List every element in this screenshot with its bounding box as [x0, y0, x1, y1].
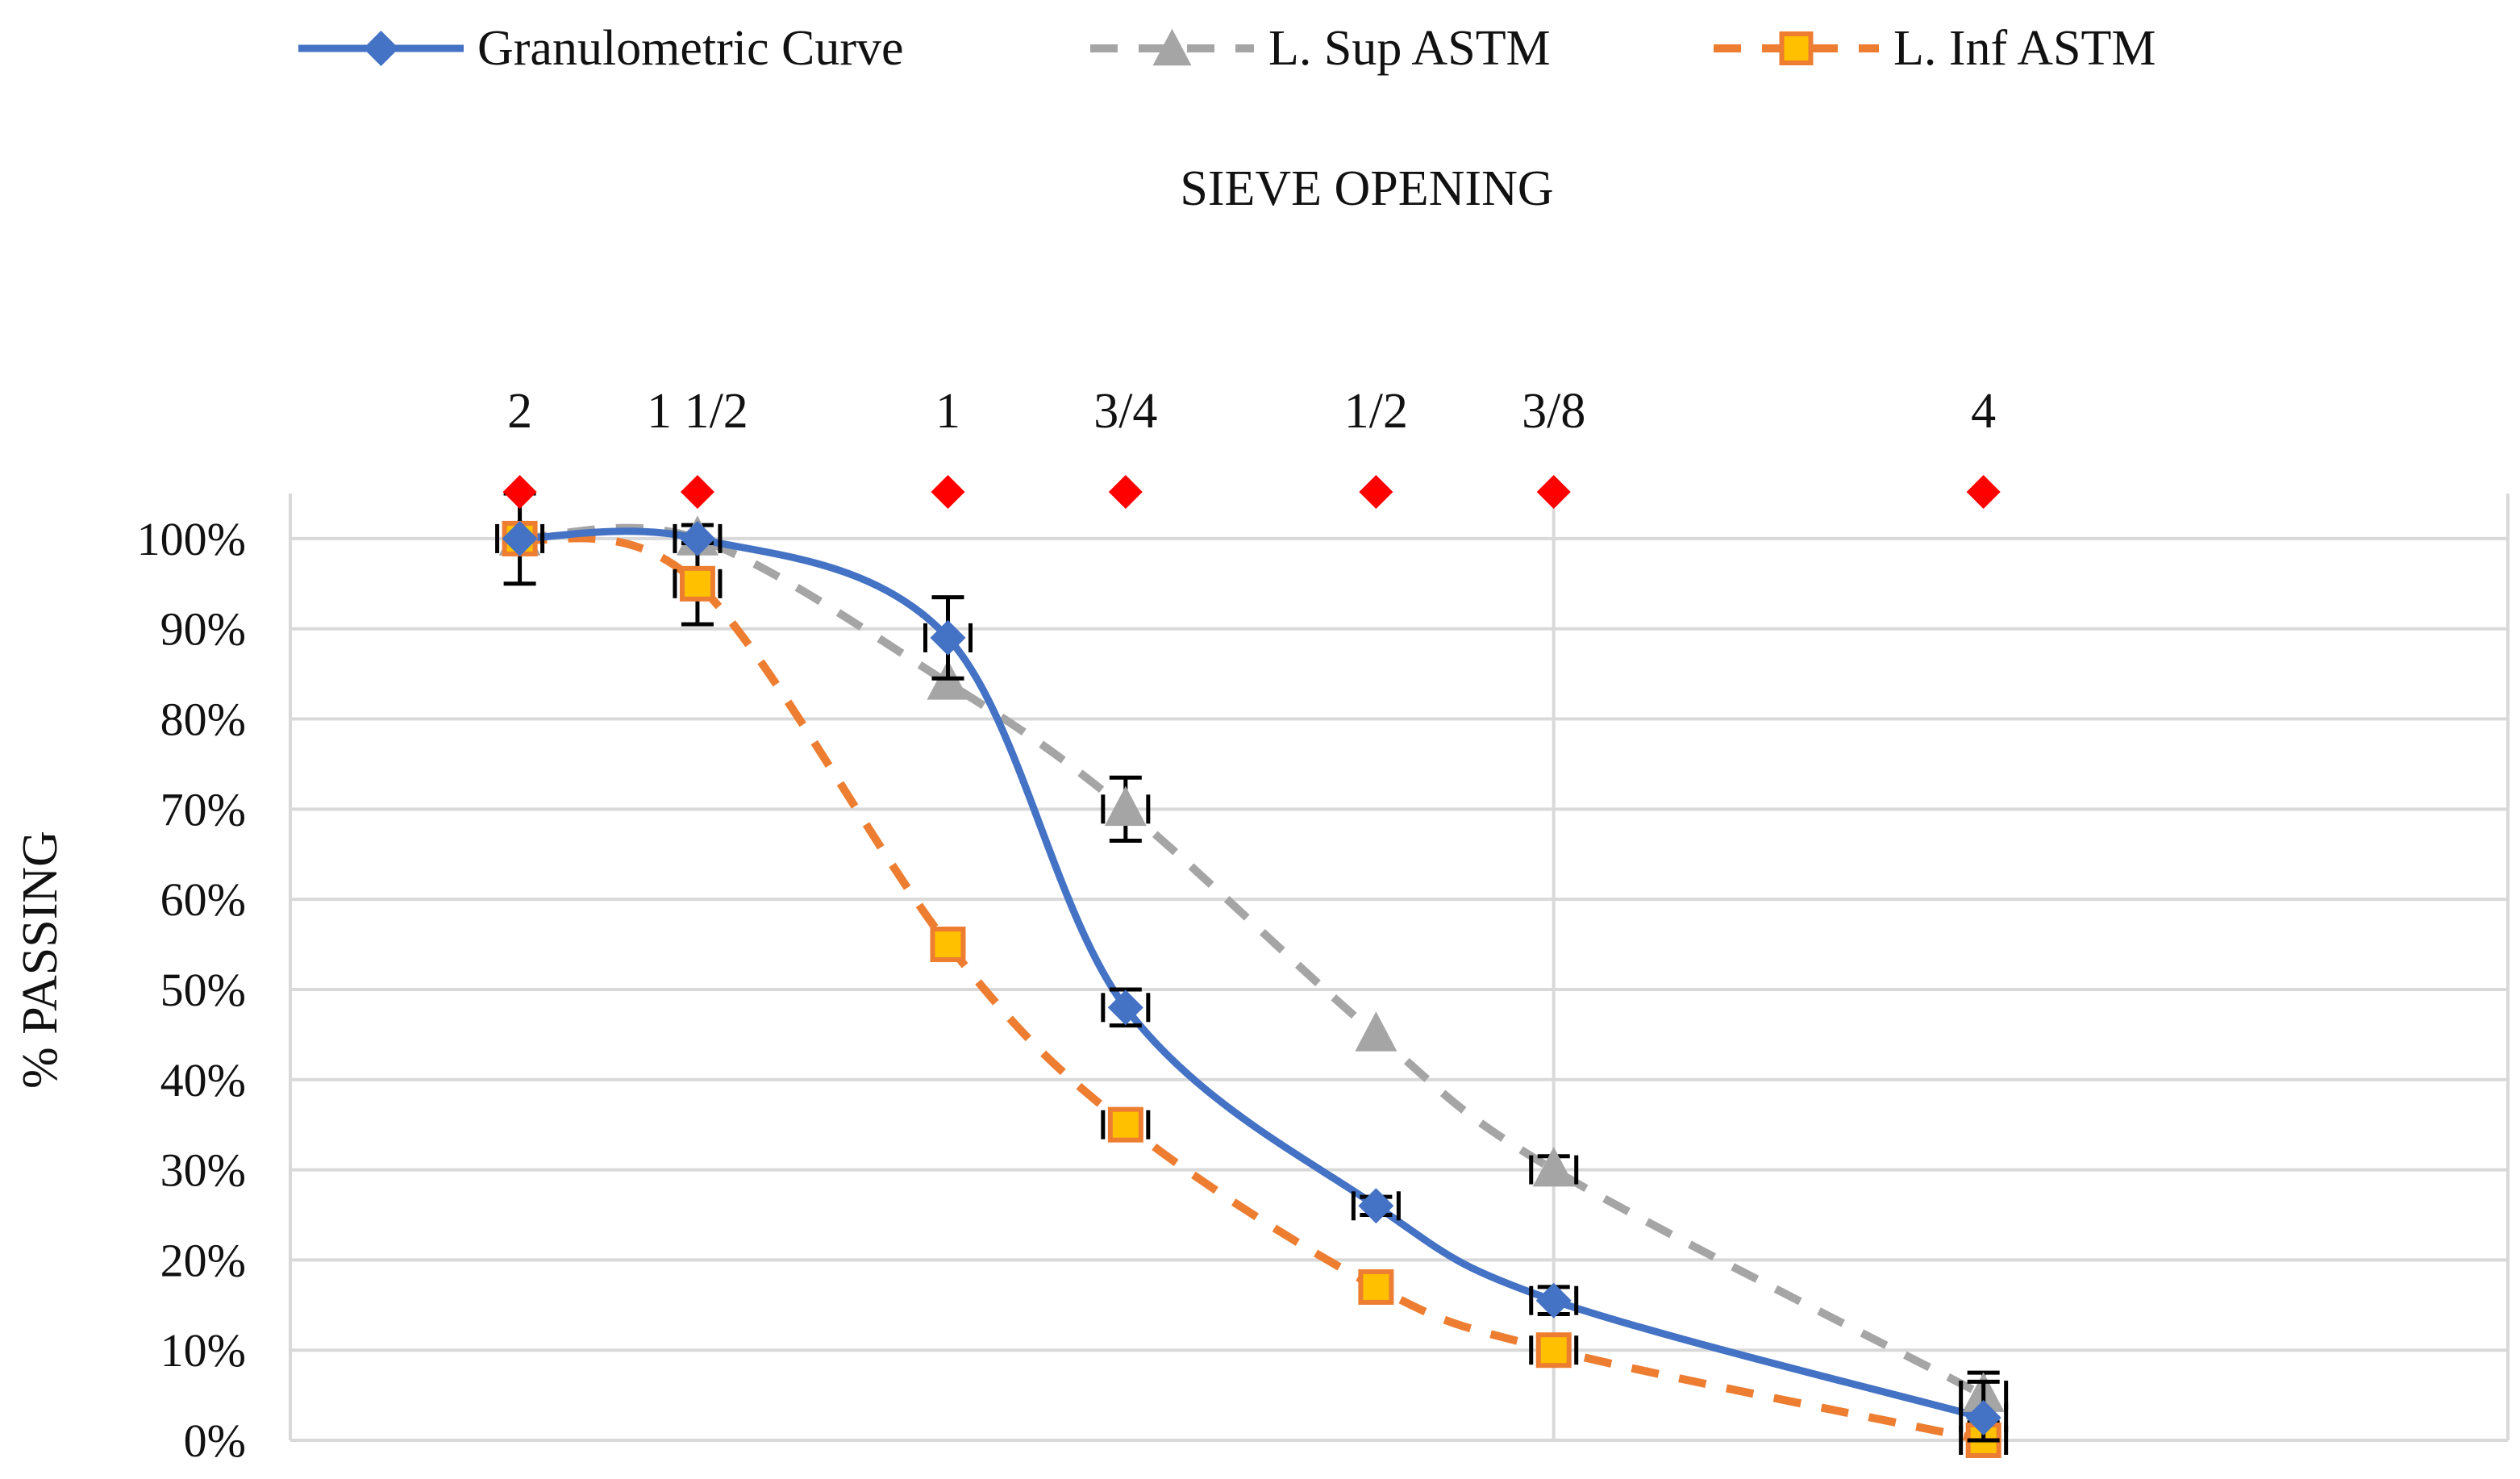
y-tick-label: 50% [160, 964, 246, 1016]
series-0-points [502, 520, 2009, 1443]
series-line [519, 523, 1985, 1399]
gridlines [289, 494, 2510, 1442]
legend-marker [1779, 31, 1814, 65]
legend-marker [1152, 28, 1192, 66]
legend-label: L. Inf ASTM [1893, 21, 2156, 76]
sieve-label: 3/4 [1093, 384, 1157, 439]
y-tick-label: 90% [160, 603, 246, 656]
legend-item-0: Granulometric Curve [298, 21, 904, 76]
y-tick-label: 80% [160, 694, 246, 746]
y-tick-label: 10% [160, 1324, 246, 1377]
data-point [930, 619, 966, 656]
sieve-marker [680, 475, 714, 509]
series-line [519, 527, 1985, 1422]
series-2-points [495, 491, 2009, 1458]
data-point [1107, 989, 1143, 1026]
sieve-marker [1536, 475, 1571, 509]
legend: Granulometric Curve L. Sup ASTM L. Inf AST… [298, 21, 2156, 76]
data-point [1358, 1188, 1394, 1224]
data-point [1535, 1332, 1572, 1369]
sieve-labels: 2 1 1/2 1 3/4 1/2 3/8 4 [507, 384, 1996, 439]
data-point [679, 520, 715, 556]
legend-label: Granulometric Curve [477, 21, 904, 76]
sieve-marker [1966, 475, 2001, 509]
legend-marker [363, 31, 399, 66]
sieve-label: 4 [1971, 384, 1996, 439]
legend-label: L. Sup ASTM [1268, 21, 1551, 76]
series-0 [519, 527, 1985, 1422]
y-tick-label: 30% [160, 1144, 246, 1197]
data-point [1532, 1146, 1575, 1187]
y-axis-title: % PASSING [13, 831, 68, 1089]
y-tick-label: 40% [160, 1054, 246, 1106]
sieve-label: 1 1/2 [647, 384, 748, 439]
series-1-points [498, 515, 2009, 1420]
y-tick-labels: 0% 10% 20% 30% 40% 50% 60% 70% 80% 90% 100% [137, 513, 246, 1467]
sieve-label: 1/2 [1344, 384, 1408, 439]
data-point [1358, 1269, 1394, 1305]
sieve-marker [1359, 475, 1393, 509]
sieve-marker [1108, 475, 1143, 509]
data-point [1965, 1400, 2001, 1436]
sieve-label: 1 [935, 384, 960, 439]
y-tick-label: 60% [160, 873, 246, 926]
sieve-label: 2 [507, 384, 532, 439]
legend-item-1: L. Sup ASTM [1090, 21, 1551, 76]
sieve-label: 3/8 [1522, 384, 1585, 439]
data-point [502, 520, 538, 556]
legend-item-2: L. Inf ASTM [1714, 21, 2156, 76]
data-point [1104, 785, 1147, 827]
data-point [930, 927, 966, 963]
y-tick-label: 70% [160, 783, 246, 835]
y-tick-label: 0% [184, 1414, 246, 1467]
x-axis-title: SIEVE OPENING [1180, 161, 1553, 216]
data-point [1355, 1011, 1397, 1052]
series-layer [495, 491, 2009, 1458]
sieve-marker [931, 475, 965, 509]
y-tick-label: 20% [160, 1234, 246, 1286]
series-1 [519, 523, 1985, 1399]
data-point [1107, 1106, 1143, 1143]
data-point [1535, 1282, 1572, 1319]
y-tick-label: 100% [137, 513, 246, 565]
sieve-marker [502, 475, 537, 509]
sieve-markers [502, 475, 2001, 509]
data-point [679, 565, 715, 602]
